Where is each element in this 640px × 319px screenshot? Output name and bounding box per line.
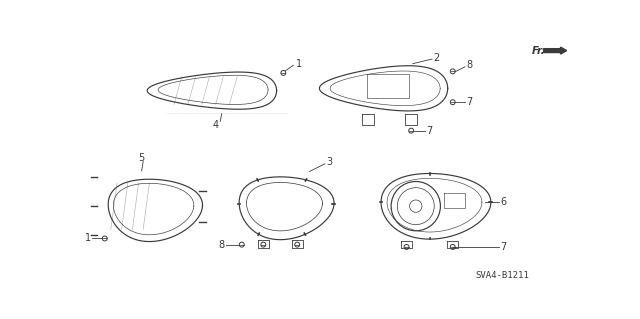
Text: 8: 8: [467, 60, 473, 70]
Text: 5: 5: [139, 152, 145, 163]
Text: 7: 7: [467, 97, 473, 107]
Text: Fr.: Fr.: [532, 46, 546, 56]
Text: SVA4-B1211: SVA4-B1211: [476, 271, 529, 280]
Text: 6: 6: [500, 197, 507, 207]
Text: 1: 1: [296, 59, 302, 69]
FancyArrow shape: [543, 47, 566, 54]
Text: 3: 3: [326, 157, 333, 167]
Text: 2: 2: [433, 53, 440, 63]
Text: 4: 4: [212, 120, 219, 130]
Text: 1: 1: [84, 234, 91, 243]
Text: 7: 7: [500, 242, 507, 252]
Text: 7: 7: [427, 126, 433, 136]
Text: 8: 8: [219, 240, 225, 250]
